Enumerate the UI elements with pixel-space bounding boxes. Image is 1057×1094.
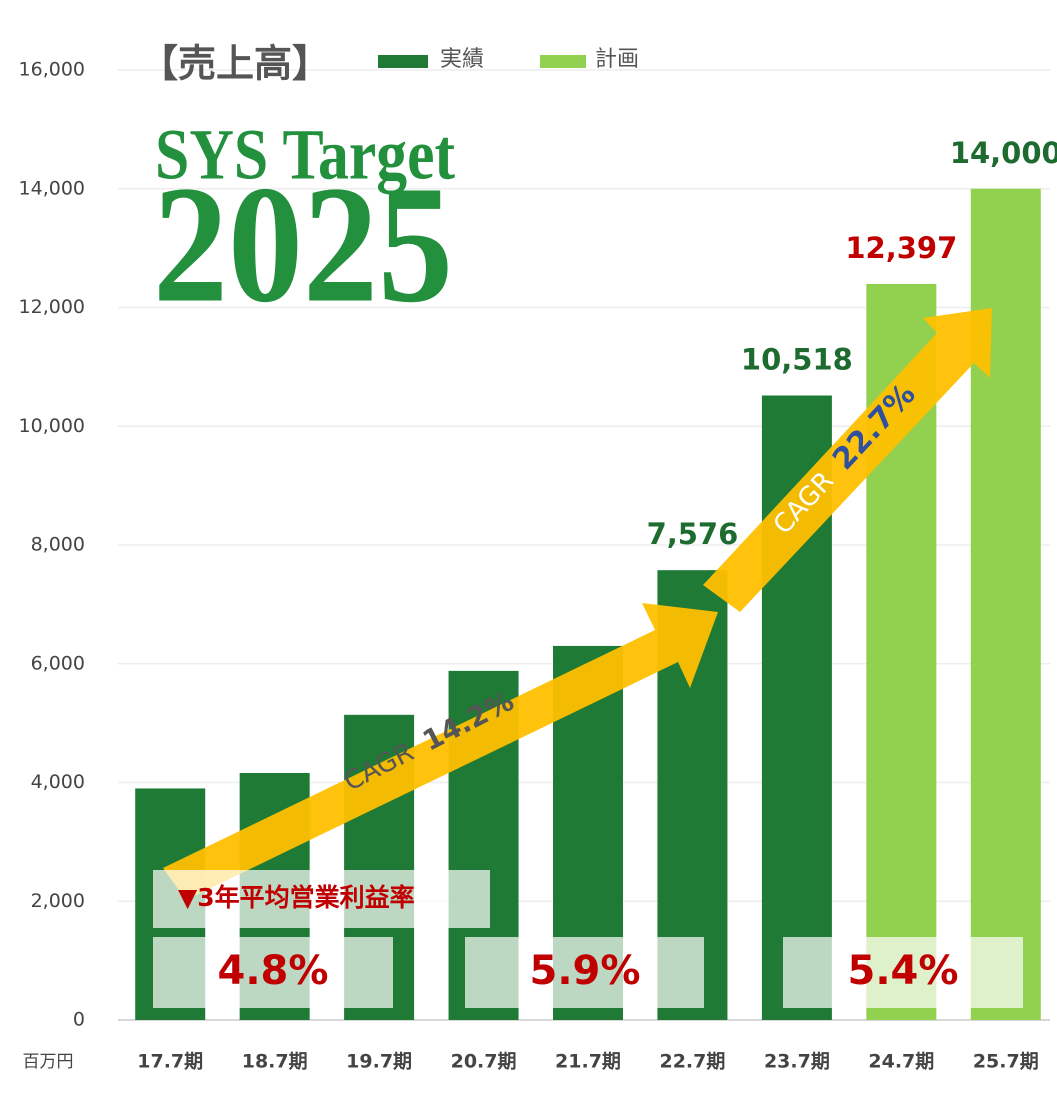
y-tick-label: 0 <box>73 1009 85 1031</box>
x-tick-label: 20.7期 <box>451 1051 517 1073</box>
margin-value: 4.8% <box>218 948 329 994</box>
margin-title: ▼3年平均営業利益率 <box>178 883 415 912</box>
y-tick-label: 12,000 <box>19 296 85 318</box>
legend-label: 計画 <box>595 47 639 72</box>
y-tick-label: 14,000 <box>19 177 85 199</box>
margin-box <box>465 937 704 1008</box>
unit-label: 百万円 <box>23 1052 74 1072</box>
y-tick-label: 2,000 <box>31 890 85 912</box>
x-tick-label: 25.7期 <box>973 1051 1039 1073</box>
x-tick-label: 21.7期 <box>555 1051 621 1073</box>
y-tick-label: 16,000 <box>19 59 85 81</box>
x-tick-label: 24.7期 <box>868 1051 934 1073</box>
value-label: 10,518 <box>741 342 853 376</box>
cagr-arrow-1 <box>163 603 718 900</box>
value-label: 12,397 <box>845 231 957 265</box>
logo-line2: 2025 <box>153 152 453 338</box>
margin-box <box>153 937 393 1008</box>
x-tick-label: 19.7期 <box>346 1051 412 1073</box>
value-label: 7,576 <box>647 517 739 551</box>
x-tick-label: 18.7期 <box>242 1051 308 1073</box>
legend-swatch <box>378 55 428 68</box>
y-tick-label: 4,000 <box>31 771 85 793</box>
legend-swatch <box>540 55 586 68</box>
cagr-arrow-2 <box>703 308 992 612</box>
legend-label: 実績 <box>440 47 484 72</box>
value-label: 14,000 <box>950 136 1057 170</box>
legend: 実績 計画 <box>378 47 639 72</box>
margin-value: 5.9% <box>530 948 641 994</box>
margin-box <box>783 937 1023 1008</box>
logo-line1: SYS Target <box>155 115 455 195</box>
margin-value: 5.4% <box>848 948 959 994</box>
y-tick-label: 8,000 <box>31 534 85 556</box>
y-tick-label: 6,000 <box>31 652 85 674</box>
x-tick-label: 23.7期 <box>764 1051 830 1073</box>
chart-title: 【売上高】 <box>140 42 330 86</box>
x-tick-label: 22.7期 <box>659 1051 725 1073</box>
margin-title-box <box>153 870 490 928</box>
y-tick-label: 10,000 <box>19 415 85 437</box>
x-tick-label: 17.7期 <box>137 1051 203 1073</box>
